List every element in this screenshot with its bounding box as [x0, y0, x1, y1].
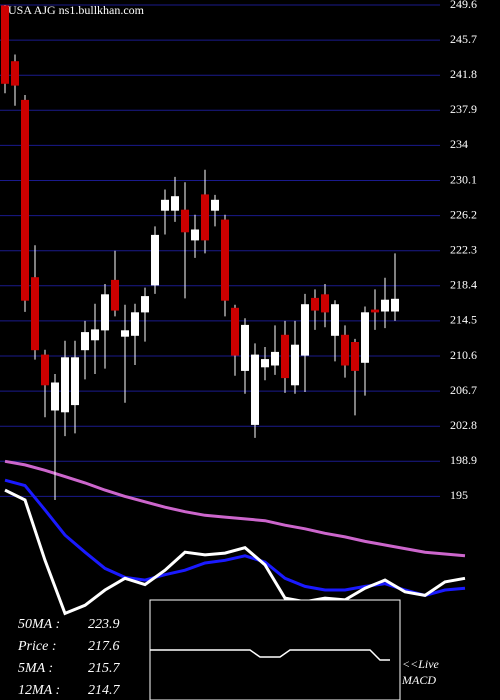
info-label: 12MA :	[18, 683, 60, 698]
line	[4, 488, 466, 616]
y-tick-label: 195	[450, 488, 468, 502]
candle-body	[241, 324, 249, 371]
candle-body	[261, 359, 269, 368]
candle-body	[191, 229, 199, 241]
candle-body	[281, 334, 289, 379]
candle-body	[351, 342, 359, 371]
y-tick-label: 230.1	[450, 172, 477, 186]
y-tick-label: 218.4	[450, 278, 477, 292]
candle-body	[361, 312, 369, 363]
candle-body	[21, 99, 29, 301]
y-tick-label: 222.3	[450, 242, 477, 256]
info-value: 223.9	[88, 617, 120, 632]
chart-title: USA AJG ns1.bullkhan.com	[8, 3, 145, 17]
line	[4, 478, 466, 597]
line	[4, 459, 466, 558]
candle-body	[161, 199, 169, 211]
info-value: 217.6	[88, 639, 120, 654]
candle-body	[381, 299, 389, 312]
candle-body	[321, 294, 329, 313]
candle-body	[141, 296, 149, 313]
candle-body	[151, 234, 159, 286]
candle-body	[101, 294, 109, 331]
candle-body	[51, 382, 59, 411]
candle-body	[341, 334, 349, 366]
candle-body	[251, 354, 259, 425]
y-tick-label: 241.8	[450, 67, 477, 81]
macd-label: <<Live	[402, 657, 440, 671]
y-tick-label: 210.6	[450, 348, 477, 362]
candle-body	[41, 354, 49, 386]
candle-body	[181, 209, 189, 233]
candle-body	[61, 357, 69, 413]
info-label: Price :	[17, 639, 56, 654]
info-value: 215.7	[88, 661, 121, 676]
candle-body	[221, 219, 229, 301]
candle-body	[91, 329, 99, 341]
candle-body	[271, 351, 279, 366]
candle-body	[301, 304, 309, 356]
candle-body	[291, 344, 299, 386]
candle-body	[201, 194, 209, 241]
macd-label: MACD	[401, 673, 436, 687]
candle-body	[131, 312, 139, 336]
candle-body	[71, 357, 79, 406]
info-label: 50MA :	[18, 617, 60, 632]
y-tick-label: 226.2	[450, 207, 477, 221]
candle-body	[121, 330, 129, 337]
y-tick-label: 198.9	[450, 453, 477, 467]
candle-body	[81, 332, 89, 351]
y-tick-label: 206.7	[450, 383, 477, 397]
y-tick-label: 237.9	[450, 102, 477, 116]
info-label: 5MA :	[18, 661, 53, 676]
candle-body	[111, 279, 119, 311]
macd-line	[150, 649, 390, 661]
y-tick-label: 214.5	[450, 313, 477, 327]
candle-body	[311, 297, 319, 311]
candle-body	[371, 309, 379, 313]
info-value: 214.7	[88, 683, 121, 698]
y-tick-label: 234	[450, 137, 468, 151]
candle-body	[11, 61, 19, 86]
candle-body	[331, 304, 339, 336]
y-tick-label: 245.7	[450, 32, 477, 46]
candle-body	[391, 298, 399, 312]
y-tick-label: 249.6	[450, 0, 477, 11]
y-tick-label: 202.8	[450, 418, 477, 432]
candle-body	[31, 277, 39, 351]
candle-body	[1, 5, 9, 84]
candle-body	[231, 307, 239, 356]
candle-body	[171, 196, 179, 211]
candle-body	[211, 199, 219, 211]
